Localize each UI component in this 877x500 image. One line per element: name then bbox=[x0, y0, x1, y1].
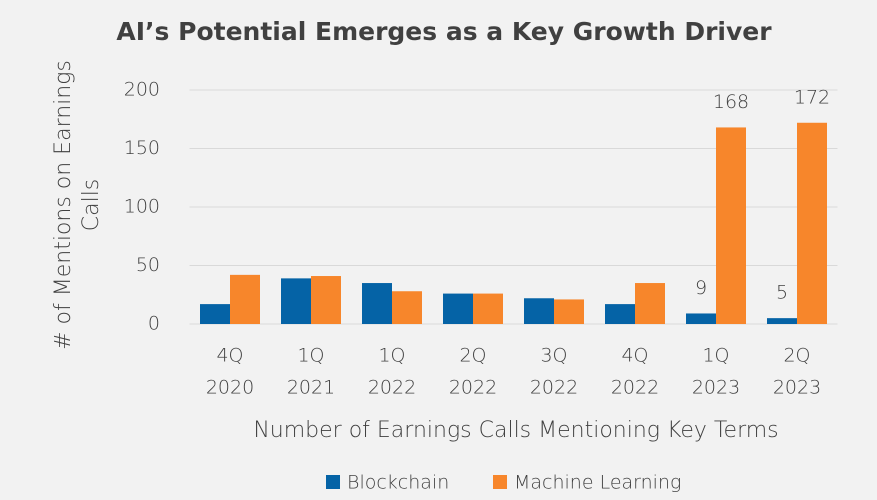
y-axis-label-line: # of Mentions on Earnings bbox=[51, 60, 76, 350]
legend-label: Machine Learning bbox=[514, 472, 681, 494]
x-axis-label: Number of Earnings Calls Mentioning Key … bbox=[253, 418, 778, 443]
x-tick-label: 2022 bbox=[368, 377, 416, 399]
bar bbox=[311, 276, 341, 324]
bar bbox=[230, 274, 260, 324]
data-label: 168 bbox=[713, 91, 749, 113]
y-tick-label: 50 bbox=[136, 254, 160, 276]
x-tick-label: 2Q bbox=[459, 345, 486, 367]
legend-label: Blockchain bbox=[347, 472, 449, 494]
bar bbox=[392, 291, 422, 324]
bar bbox=[281, 278, 311, 324]
x-tick-label: 1Q bbox=[297, 345, 324, 367]
bar bbox=[473, 293, 503, 324]
bar bbox=[200, 304, 230, 324]
bar bbox=[716, 127, 746, 324]
data-label: 172 bbox=[794, 86, 830, 108]
y-tick-label: 150 bbox=[124, 137, 160, 159]
legend-swatch bbox=[326, 475, 340, 489]
y-tick-label: 100 bbox=[124, 196, 160, 218]
x-tick-label: 2022 bbox=[530, 377, 578, 399]
bar bbox=[767, 318, 797, 324]
x-tick-label: 4Q bbox=[621, 345, 648, 367]
x-tick-label: 4Q bbox=[216, 345, 243, 367]
bar bbox=[635, 283, 665, 324]
bar bbox=[686, 313, 716, 324]
x-tick-label: 2023 bbox=[692, 377, 740, 399]
x-tick-label: 1Q bbox=[378, 345, 405, 367]
y-tick-label: 0 bbox=[148, 313, 160, 335]
x-tick-label: 3Q bbox=[540, 345, 567, 367]
bar bbox=[524, 298, 554, 324]
bar bbox=[554, 299, 584, 324]
x-tick-label: 2022 bbox=[611, 377, 659, 399]
bar bbox=[443, 293, 473, 324]
y-tick-label: 200 bbox=[124, 79, 160, 101]
bar bbox=[797, 122, 827, 324]
bar bbox=[362, 283, 392, 324]
legend-swatch bbox=[493, 475, 507, 489]
x-tick-label: 2Q bbox=[783, 345, 810, 367]
bar bbox=[605, 304, 635, 324]
y-axis-label-line: Calls bbox=[79, 179, 104, 232]
data-label: 9 bbox=[695, 277, 707, 299]
data-label: 5 bbox=[776, 282, 788, 304]
chart-title: AI’s Potential Emerges as a Key Growth D… bbox=[116, 17, 772, 46]
x-tick-label: 1Q bbox=[702, 345, 729, 367]
x-tick-label: 2022 bbox=[449, 377, 497, 399]
x-tick-label: 2021 bbox=[287, 377, 335, 399]
x-tick-label: 2020 bbox=[206, 377, 254, 399]
x-tick-label: 2023 bbox=[773, 377, 821, 399]
y-axis-label: # of Mentions on Earnings Calls bbox=[51, 60, 104, 350]
